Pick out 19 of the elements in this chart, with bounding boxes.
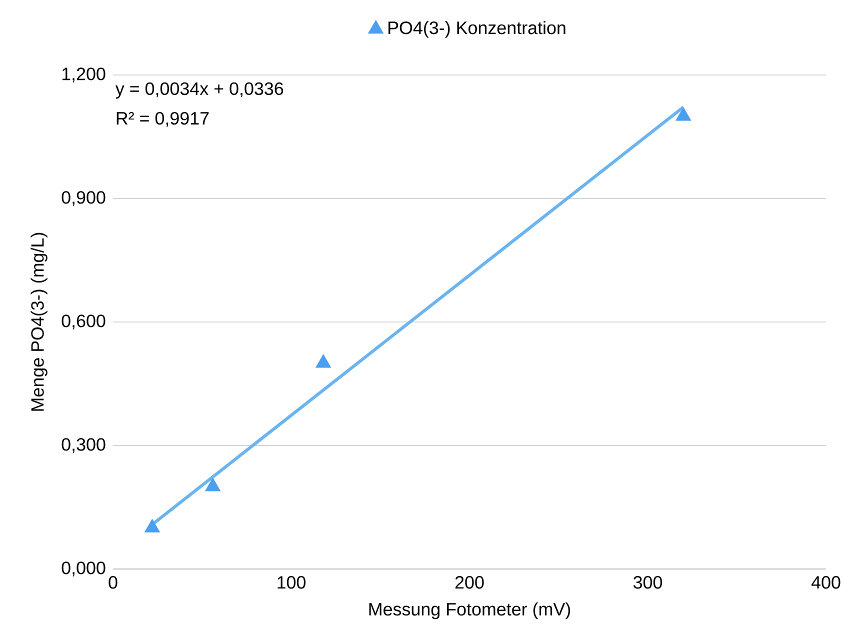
y-tick-label: 0,000: [62, 562, 106, 576]
y-tick-label: 0,900: [62, 191, 106, 206]
x-tick-label: 400: [811, 576, 840, 589]
point: [144, 519, 160, 532]
x-tick-label: 200: [455, 576, 484, 589]
point: [205, 478, 220, 492]
y-axis-title: Menge PO4(3-) (mg/L): [30, 232, 48, 411]
point: [316, 354, 331, 368]
y-tick-label: 0,600: [62, 314, 106, 330]
x-tick-label: 300: [633, 576, 662, 589]
point: [676, 107, 692, 121]
y-tick-label: 0,300: [62, 438, 106, 453]
annotation: y = 0,0034x + 0,0336: [115, 82, 284, 99]
x-axis-title: Messung Fotometer (mV): [369, 602, 570, 620]
annotation: R² = 0,9917: [116, 112, 209, 127]
y-tick-label: 1,200: [62, 68, 106, 82]
x-tick-label: 0: [108, 576, 118, 589]
x-tick-label: 100: [278, 576, 306, 589]
legend-label: PO4(3-) Konzentration: [388, 21, 566, 38]
